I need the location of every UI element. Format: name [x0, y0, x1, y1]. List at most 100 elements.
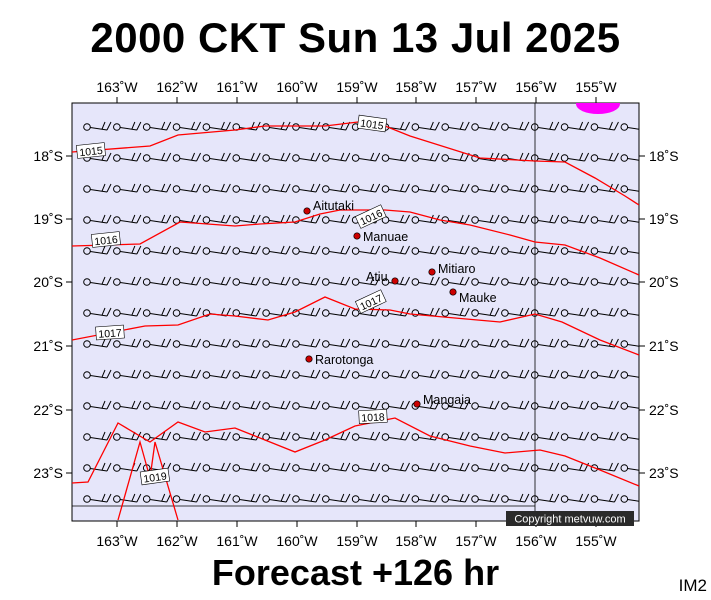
- wind-barb: [292, 493, 321, 503]
- lat-label: 19˚S: [649, 211, 679, 227]
- wind-barb: [590, 431, 619, 441]
- wind-barb: [142, 121, 172, 131]
- lat-label: 23˚S: [33, 465, 63, 481]
- wind-barb: [113, 369, 142, 379]
- wind-barb: [172, 276, 201, 286]
- wind-barb: [501, 121, 530, 131]
- wind-barb: [202, 245, 231, 255]
- map-code: IM2: [678, 576, 707, 595]
- wind-barb: [620, 371, 639, 379]
- wind-barb: [381, 245, 410, 255]
- lon-label: 163˚W: [96, 533, 138, 549]
- wind-barb: [590, 152, 619, 162]
- wind-barb: [202, 493, 231, 503]
- wind-barb: [292, 338, 321, 348]
- wind-barb: [351, 183, 381, 193]
- wind-barbs: [83, 121, 639, 503]
- wind-barb: [322, 462, 351, 472]
- lon-label: 160˚W: [276, 533, 318, 549]
- wind-barb: [232, 462, 261, 472]
- lon-label: 157˚W: [455, 533, 497, 549]
- wind-barb: [172, 121, 201, 131]
- wind-barb: [620, 402, 639, 410]
- place-label: Mitiaro: [438, 262, 476, 276]
- latitude-labels-left: 18˚S 19˚S 20˚S 21˚S 22˚S 23˚S: [33, 148, 63, 481]
- wind-barb: [202, 338, 231, 348]
- wind-barb: [83, 338, 112, 348]
- wind-barb: [322, 276, 351, 286]
- wind-barb: [83, 493, 112, 503]
- wind-barb: [530, 214, 560, 224]
- wind-barb: [530, 307, 560, 317]
- wind-barb: [142, 245, 172, 255]
- lat-label: 20˚S: [649, 274, 679, 290]
- island-marker: [391, 277, 399, 285]
- lat-label: 22˚S: [649, 402, 679, 418]
- wind-barb: [441, 307, 470, 317]
- wind-barb: [262, 183, 291, 193]
- wind-barb: [501, 493, 530, 503]
- isobar-labels: 1015 1015 1016 1016 1017 1017 1018 1019: [76, 114, 388, 486]
- wind-barb: [172, 152, 201, 162]
- wind-barb: [292, 462, 321, 472]
- wind-barb: [83, 183, 112, 193]
- wind-barb: [620, 464, 639, 472]
- lat-label: 22˚S: [33, 402, 63, 418]
- wind-barb: [232, 369, 261, 379]
- wind-barb: [142, 276, 172, 286]
- wind-barb: [262, 400, 291, 410]
- wind-barb: [113, 121, 142, 131]
- wind-barb: [411, 152, 440, 162]
- map-frame: [71, 102, 640, 522]
- wind-barb: [232, 431, 261, 441]
- wind-barb: [113, 338, 142, 348]
- wind-barb: [172, 338, 201, 348]
- copyright-box: [506, 511, 634, 526]
- wind-barb: [83, 307, 112, 317]
- wind-barb: [83, 462, 112, 472]
- wind-barb: [471, 493, 500, 503]
- wind-barb: [560, 152, 590, 162]
- wind-barb: [381, 431, 410, 441]
- wind-barb: [292, 276, 321, 286]
- wind-barb: [501, 276, 530, 286]
- wind-barb: [411, 493, 440, 503]
- wind-barb: [262, 493, 291, 503]
- wind-barb: [381, 369, 410, 379]
- wind-barb: [441, 245, 470, 255]
- wind-barb: [322, 493, 351, 503]
- lon-label: 161˚W: [216, 79, 258, 95]
- wind-barb: [351, 152, 381, 162]
- longitude-labels-bottom: 163˚W 162˚W 161˚W 160˚W 159˚W 158˚W 157˚…: [96, 533, 617, 549]
- high-pressure-marker: [576, 103, 620, 114]
- wind-barb: [142, 183, 172, 193]
- wind-barb: [560, 121, 590, 131]
- wind-barb: [142, 338, 172, 348]
- wind-barb: [113, 307, 142, 317]
- wind-barb: [471, 121, 500, 131]
- wind-barb: [441, 462, 470, 472]
- longitude-labels-top: 163˚W 162˚W 161˚W 160˚W 159˚W 158˚W 157˚…: [96, 79, 617, 95]
- wind-barb: [530, 245, 560, 255]
- wind-barb: [501, 245, 530, 255]
- wind-barb: [202, 276, 231, 286]
- wind-barb: [590, 121, 619, 131]
- wind-barb: [142, 214, 172, 224]
- wind-barb: [232, 400, 261, 410]
- place-label: Mangaia: [423, 393, 471, 407]
- wind-barb: [322, 338, 351, 348]
- lat-label: 21˚S: [33, 338, 63, 354]
- lon-label: 156˚W: [515, 79, 557, 95]
- wind-barb: [560, 400, 590, 410]
- isobar-label: 1015: [359, 117, 384, 132]
- wind-barb: [142, 400, 172, 410]
- lat-label: 21˚S: [649, 338, 679, 354]
- island-marker: [428, 268, 436, 276]
- wind-barb: [530, 462, 560, 472]
- wind-barb: [620, 154, 639, 162]
- island-marker: [305, 355, 313, 363]
- wind-barb: [501, 214, 530, 224]
- lon-label: 156˚W: [515, 533, 557, 549]
- lon-label: 161˚W: [216, 533, 258, 549]
- wind-barb: [411, 121, 440, 131]
